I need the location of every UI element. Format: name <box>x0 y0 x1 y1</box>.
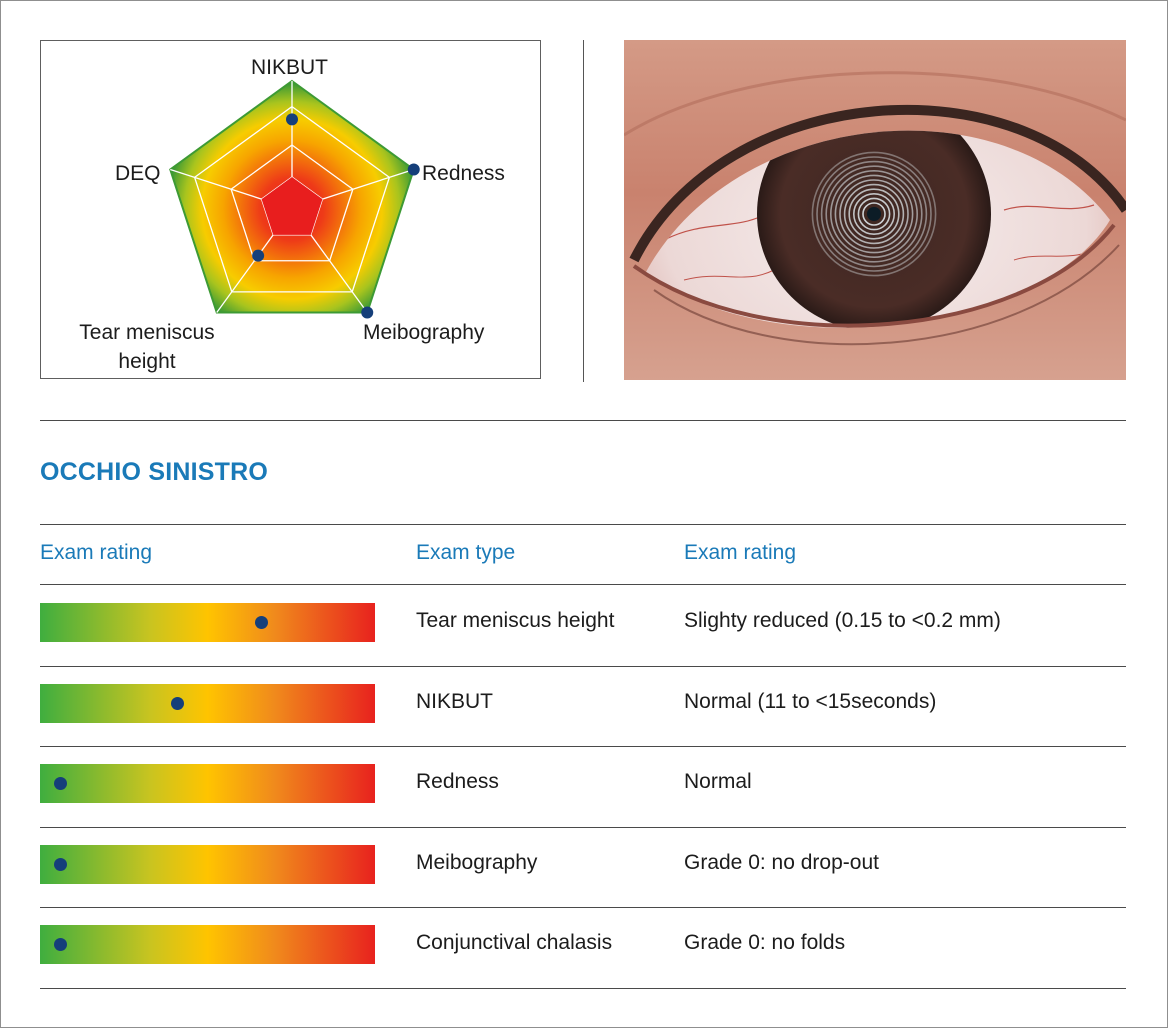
placido-ring <box>862 202 886 226</box>
radar-label-deq: DEQ <box>115 162 161 185</box>
rating-bar <box>40 683 375 723</box>
table-row-rule <box>40 987 1126 989</box>
placido-ring <box>830 170 919 259</box>
table-top-rule <box>40 524 1126 525</box>
eye-topography-image <box>624 40 1126 380</box>
placido-ring <box>857 197 891 231</box>
section-divider-top <box>40 420 1126 421</box>
placido-ring <box>839 179 909 249</box>
vertical-divider <box>583 40 584 382</box>
radar-spoke <box>310 234 368 313</box>
col-header-exam-rating: Exam rating <box>684 541 797 564</box>
rating-marker <box>53 938 67 951</box>
rating-marker <box>53 777 67 790</box>
placido-ring <box>816 156 932 272</box>
radar-grid-ring <box>193 105 391 293</box>
radar-label-redness: Redness <box>422 162 505 185</box>
rating-bar <box>40 844 375 884</box>
table-row-rule <box>40 746 1126 747</box>
radar-label-meibography: Meibography <box>363 321 485 344</box>
table-header-rule <box>40 584 1126 585</box>
radar-label-nikbut: NIKBUT <box>251 56 329 79</box>
rating-bar <box>40 925 375 964</box>
exam-rating-cell: Slighty reduced (0.15 to <0.2 mm) <box>684 609 1001 632</box>
radar-core <box>261 177 323 235</box>
radar-spoke <box>170 168 262 200</box>
col-header-exam-type: Exam type <box>416 541 516 564</box>
table-row-rule <box>40 826 1126 828</box>
col-header-exam-rating-bar: Exam rating <box>40 541 153 564</box>
section-title: OCCHIO SINISTRO <box>40 458 269 486</box>
radar-grid-ring <box>230 144 354 262</box>
placido-ring <box>848 188 900 240</box>
radar-spoke <box>322 168 414 200</box>
rating-marker <box>53 857 67 871</box>
exam-type-cell: Meibography <box>416 850 538 874</box>
radar-svg <box>169 79 420 319</box>
exam-rating-cell: Grade 0: no drop-out <box>684 850 879 874</box>
radar-point-tear-meniscus <box>252 249 265 262</box>
placido-ring <box>820 160 928 268</box>
placido-ring <box>834 174 914 254</box>
exam-type-cell: NIKBUT <box>416 689 494 713</box>
radar-point-redness <box>407 163 420 176</box>
radar-label-tear-line2: height <box>118 350 176 373</box>
radar-spoke <box>216 234 274 313</box>
radar-point-nikbut <box>286 113 298 126</box>
rating-bar <box>40 603 375 642</box>
exam-type-cell: Tear meniscus height <box>416 609 615 632</box>
radar-chart: NIKBUT Redness Meibography Tear meniscus… <box>40 40 541 379</box>
radar-label-tear-meniscus: Tear meniscus height <box>69 318 225 376</box>
rating-marker <box>254 616 268 629</box>
rating-marker <box>170 696 184 710</box>
exam-rating-cell: Grade 0: no folds <box>684 931 846 954</box>
table-row-rule <box>40 907 1126 908</box>
exam-rating-cell: Normal <box>684 770 752 793</box>
table-row-rule <box>40 665 1126 667</box>
radar-label-tear-line1: Tear meniscus <box>79 321 215 344</box>
radar-point-meibography <box>361 306 374 319</box>
placido-ring <box>811 151 937 277</box>
placido-ring <box>843 183 905 245</box>
placido-ring <box>825 165 923 263</box>
rating-bar <box>40 764 375 803</box>
exam-rating-cell: Normal (11 to <15seconds) <box>684 689 937 713</box>
exam-type-cell: Conjunctival chalasis <box>416 931 613 954</box>
exam-type-cell: Redness <box>416 770 499 793</box>
placido-ring <box>853 193 896 236</box>
